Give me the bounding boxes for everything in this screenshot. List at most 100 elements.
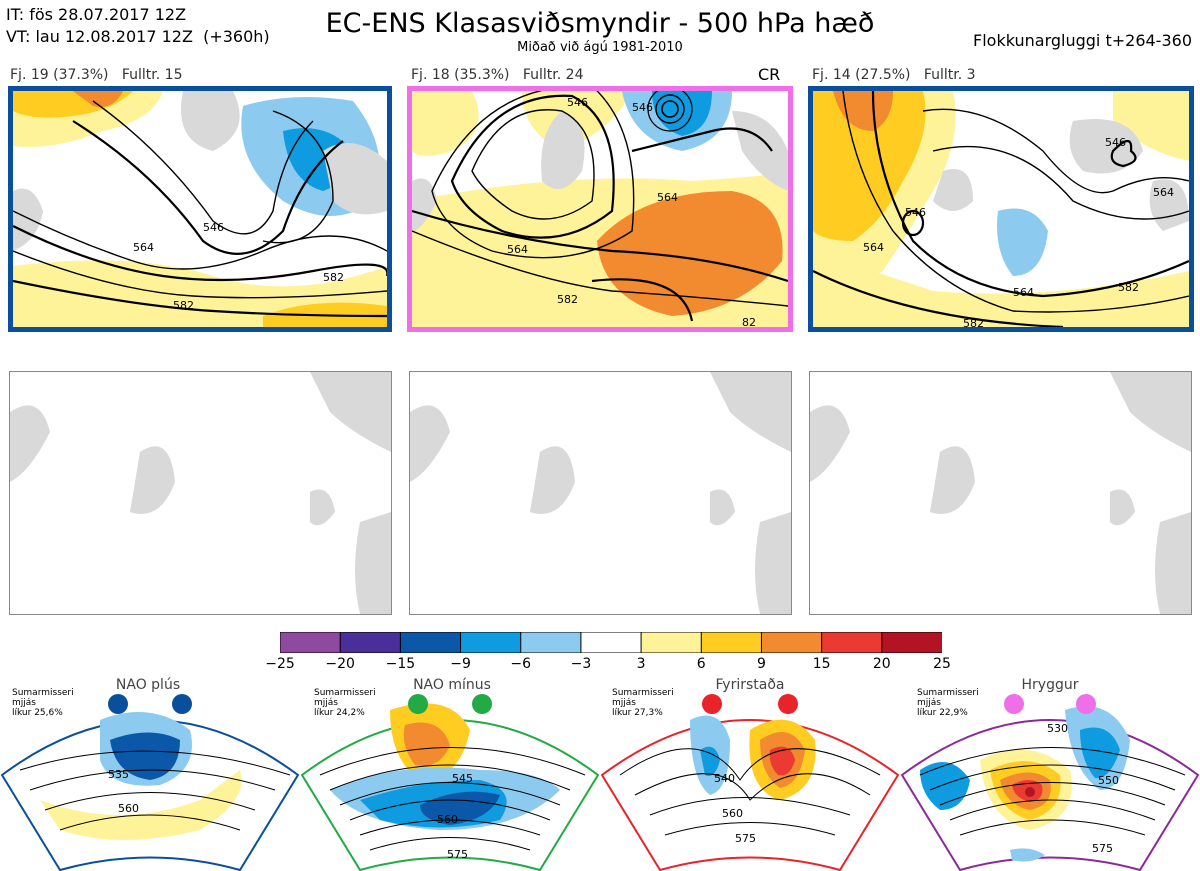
colorbar-swatch xyxy=(881,631,944,654)
contour-label: 582 xyxy=(963,317,984,327)
colorbar-tick-label: −6 xyxy=(510,656,532,672)
colorbar-tick-label: 15 xyxy=(812,656,831,672)
colorbar-tick-label: −9 xyxy=(450,656,471,672)
colorbar-swatch xyxy=(821,631,883,654)
contour xyxy=(450,94,615,239)
contour xyxy=(842,91,1189,313)
secondary-map-2 xyxy=(409,371,792,615)
regime-title-4: Hryggur xyxy=(1021,677,1079,693)
cluster-map-3: 546 546 564 564 564 582 582 xyxy=(808,86,1194,332)
cluster-1-label: Fj. 19 (37.3%) Fulltr. 15 xyxy=(10,67,183,83)
colorbar-tick-label: 3 xyxy=(636,656,646,672)
contour xyxy=(932,145,1189,220)
colorbar-tick-label: 25 xyxy=(933,656,951,672)
contour-label: 530 xyxy=(1047,722,1068,735)
colorbar xyxy=(279,631,944,657)
contour-label: 575 xyxy=(735,832,756,845)
colorbar-tick-label: 6 xyxy=(696,656,706,672)
contour-label: 540 xyxy=(714,772,735,785)
contour-label: 545 xyxy=(452,772,473,785)
contour-label: 82 xyxy=(742,316,756,327)
colorbar-swatch xyxy=(279,631,342,654)
header-info: IT: fös 28.07.2017 12Z VT: lau 12.08.201… xyxy=(6,4,270,48)
colorbar-swatch xyxy=(580,631,643,654)
colorbar-swatch xyxy=(460,631,522,654)
contour-label: 535 xyxy=(108,768,129,781)
contour-label: 560 xyxy=(437,813,458,826)
regime-panels: 535 560 545 560 575 xyxy=(0,680,1200,871)
control-run-tag: CR xyxy=(758,65,781,84)
regime-ridge: 530 550 575 xyxy=(900,694,1200,871)
secondary-map-3 xyxy=(809,371,1192,615)
regime-title-3: Fyrirstaða xyxy=(715,677,785,693)
contour-label: 564 xyxy=(133,241,154,254)
colorbar-tick-label: −20 xyxy=(325,656,355,672)
contour xyxy=(922,108,1189,194)
regime-blocking: 540 560 575 xyxy=(600,694,900,871)
contour-label: 550 xyxy=(1098,774,1119,787)
page-title: EC-ENS Klasasviðsmyndir - 500 hPa hæð xyxy=(325,8,875,39)
contour xyxy=(262,110,334,244)
contour-label: 564 xyxy=(507,243,528,256)
regime-nao-minus: 545 560 575 xyxy=(300,694,600,871)
contour xyxy=(431,91,635,259)
colorbar-tick-label: −15 xyxy=(385,656,416,672)
contour xyxy=(871,91,1189,298)
contour-label: 582 xyxy=(323,271,344,284)
contour-label: 575 xyxy=(447,848,468,861)
colorbar-swatch xyxy=(399,631,462,654)
contour-label: 560 xyxy=(118,802,139,815)
contour-label: 546 xyxy=(905,206,926,219)
regime-title-1: NAO plús xyxy=(115,677,181,693)
contour-label: 564 xyxy=(863,241,884,254)
regime-note-4: Sumarmisseri mjjás líkur 22,9% xyxy=(917,688,979,718)
contour xyxy=(412,230,788,307)
contour xyxy=(13,279,387,318)
contour xyxy=(631,127,773,153)
contour-label: 546 xyxy=(567,96,588,109)
contour-label: 564 xyxy=(1153,186,1174,199)
regime-nao-plus: 535 560 xyxy=(0,694,300,871)
contour-label: 564 xyxy=(1013,286,1034,299)
colorbar-swatch xyxy=(640,631,703,654)
contour-label: 546 xyxy=(1105,136,1126,149)
contour xyxy=(813,270,1064,327)
valid-time: VT: lau 12.08.2017 12Z (+360h) xyxy=(6,27,270,46)
cluster-2-label: Fj. 18 (35.3%) Fulltr. 24 xyxy=(411,67,584,83)
page-subtitle: Miðað við ágú 1981-2010 xyxy=(517,40,683,55)
cluster-map-2: 546 546 564 564 582 82 xyxy=(407,86,793,332)
colorbar-tick-label: −3 xyxy=(570,656,592,672)
colorbar-swatch xyxy=(339,631,402,654)
contour xyxy=(92,100,314,235)
secondary-map-1 xyxy=(9,371,392,615)
regime-note-1: Sumarmisseri mjjás líkur 25,6% xyxy=(12,688,74,718)
contour xyxy=(471,109,595,220)
contour-label: 564 xyxy=(657,191,678,204)
contour-label: 582 xyxy=(1118,281,1139,294)
contour-label: 582 xyxy=(557,293,578,306)
contour-label: 575 xyxy=(1092,842,1113,855)
colorbar-swatch xyxy=(700,631,763,654)
colorbar-swatch xyxy=(520,631,582,654)
contour-label: 546 xyxy=(632,101,653,114)
contour xyxy=(72,120,344,255)
colorbar-tick-label: −25 xyxy=(265,656,295,672)
contour xyxy=(13,210,387,270)
contour xyxy=(13,225,387,282)
colorbar-tick-label: 9 xyxy=(756,656,766,672)
colorbar-swatch xyxy=(760,631,823,654)
classification-window: Flokkunargluggi t+264-360 xyxy=(973,31,1192,50)
contour-label: 546 xyxy=(203,221,224,234)
cluster-3-label: Fj. 14 (27.5%) Fulltr. 3 xyxy=(812,67,976,83)
contour xyxy=(412,209,788,283)
initial-time: IT: fös 28.07.2017 12Z xyxy=(6,5,187,24)
contour xyxy=(13,250,387,299)
contour-label: 582 xyxy=(173,299,194,312)
cluster-map-1: 546 564 582 582 xyxy=(8,86,392,332)
contour xyxy=(591,278,694,322)
colorbar-tick-label: 20 xyxy=(872,656,891,672)
regime-note-2: Sumarmisseri mjjás líkur 24,2% xyxy=(314,688,376,718)
regime-note-3: Sumarmisseri mjjás líkur 27,3% xyxy=(612,688,674,718)
contour-label: 560 xyxy=(722,807,743,820)
regime-title-2: NAO mínus xyxy=(413,677,491,693)
